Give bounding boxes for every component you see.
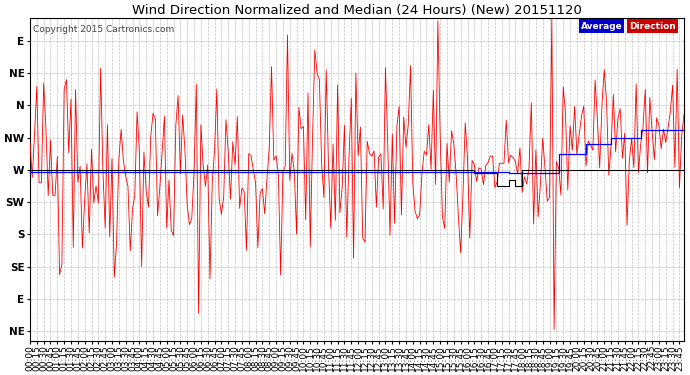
Text: Average: Average <box>581 21 622 30</box>
Title: Wind Direction Normalized and Median (24 Hours) (New) 20151120: Wind Direction Normalized and Median (24… <box>132 4 582 17</box>
Text: Direction: Direction <box>629 21 676 30</box>
Text: Copyright 2015 Cartronics.com: Copyright 2015 Cartronics.com <box>33 25 175 34</box>
